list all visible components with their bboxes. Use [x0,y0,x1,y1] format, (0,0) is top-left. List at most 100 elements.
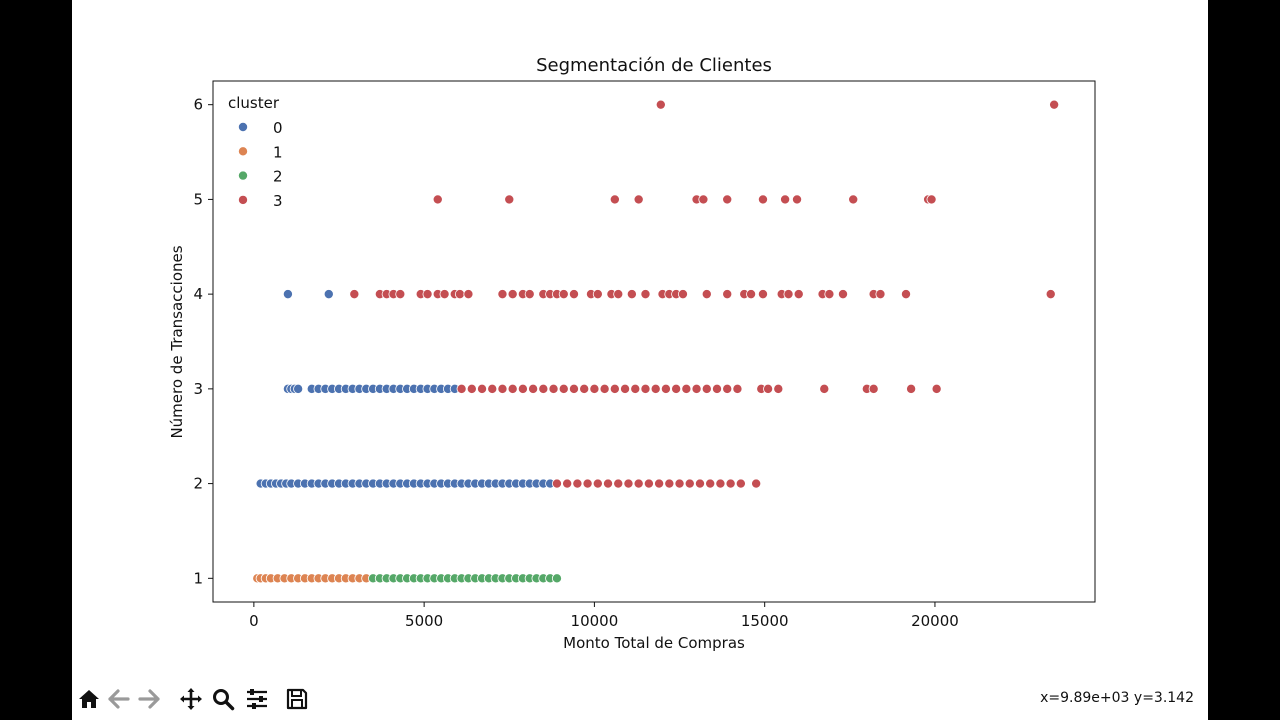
cluster-3-point [497,289,508,300]
cluster-3-point [746,289,757,300]
legend-label-1: 1 [273,143,283,161]
cluster-0-point [293,383,304,394]
y-tick-label: 6 [193,96,203,114]
cluster-3-point [757,289,768,300]
cluster-3-point [931,383,942,394]
cluster-3-point [477,383,488,394]
cluster-3-point [592,478,603,489]
plot-window: Segmentación de Clientes 0 5000 10000 15000… [72,0,1208,720]
x-tick-label: 15000 [741,612,789,630]
cluster-3-point [633,478,644,489]
cluster-3-point [589,383,600,394]
cluster-3-point [906,383,917,394]
x-tick-label: 10000 [571,612,619,630]
cluster-3-point [454,289,465,300]
y-tick-label: 3 [193,380,203,398]
configure-button[interactable] [242,684,272,714]
y-tick-label: 5 [193,190,203,208]
legend-label-0: 0 [273,119,283,137]
cluster-3-point [603,478,614,489]
cluster-3-point [848,194,859,205]
y-tick-label: 4 [193,285,203,303]
cluster-3-point [568,383,579,394]
cluster-3-point [722,194,733,205]
cluster-3-point [780,194,791,205]
cluster-3-point [613,478,624,489]
cluster-3-point [654,478,665,489]
cluster-3-point [838,289,849,300]
cluster-3-point [626,289,637,300]
cluster-3-point [757,194,768,205]
legend-marker-1 [237,146,248,157]
cluster-3-point [630,383,641,394]
cluster-3-point [582,478,593,489]
cluster-3-point [926,194,937,205]
x-axis-label: Monto Total de Compras [563,634,745,652]
cluster-3-point [613,289,624,300]
cluster-3-point [732,383,743,394]
cluster-3-point [792,194,803,205]
cluster-3-point [674,478,685,489]
cluster-3-point [783,289,794,300]
zoom-button[interactable] [208,684,238,714]
forward-button[interactable] [134,684,164,714]
pan-button[interactable] [176,684,206,714]
cluster-3-point [671,383,682,394]
back-button[interactable] [104,684,134,714]
cluster-3-point [773,383,784,394]
toolbar: x=9.89e+03 y=3.142 [72,680,1208,720]
x-tick-label: 20000 [911,612,959,630]
cluster-3-point [691,383,702,394]
cluster-3-point [395,289,406,300]
x-axis: 0 5000 10000 15000 20000 [249,602,959,630]
cluster-3-point [422,289,433,300]
cluster-3-point [701,289,712,300]
cluster-3-point [623,478,634,489]
cluster-3-point [824,289,835,300]
cluster-3-point [528,383,539,394]
cluster-3-point [763,383,774,394]
cluster-3-point [643,478,654,489]
y-axis: 1 2 3 4 5 6 [193,96,213,587]
home-button[interactable] [74,684,104,714]
cluster-3-point [439,289,450,300]
cluster-3-point [701,383,712,394]
cluster-3-point [660,383,671,394]
cluster-3-point [751,478,762,489]
cluster-3-point [609,194,620,205]
plot-area [212,80,1096,603]
configure-subplots-icon [247,689,267,709]
cluster-3-point [868,383,879,394]
x-tick-label: 5000 [405,612,443,630]
cluster-3-point [568,289,579,300]
cluster-3-point [517,383,528,394]
cluster-3-point [463,289,474,300]
cluster-3-point [507,383,518,394]
cluster-3-point [432,194,443,205]
figure-canvas: Segmentación de Clientes 0 5000 10000 15000… [168,55,1096,652]
cluster-3-point [698,194,709,205]
cluster-3-point [793,289,804,300]
cluster-3-point [640,383,651,394]
cluster-3-point [712,383,723,394]
zoom-icon [213,689,235,711]
cluster-3-point [609,383,620,394]
pan-icon [180,688,202,710]
cluster-3-point [819,383,830,394]
save-icon [286,688,308,710]
cluster-3-point [875,289,886,300]
save-button[interactable] [282,684,312,714]
cluster-3-point [650,383,661,394]
cluster-3-point [1049,99,1060,110]
cluster-0-point [323,289,334,300]
cluster-3-point [633,194,644,205]
cluster-3-point [684,478,695,489]
cluster-3-point [705,478,716,489]
scatter-points [252,99,1060,584]
cluster-3-point [640,289,651,300]
legend-marker-2 [237,170,248,181]
cluster-3-point [456,383,467,394]
cluster-3-point [466,383,477,394]
home-icon [79,690,99,708]
back-icon [108,689,130,709]
